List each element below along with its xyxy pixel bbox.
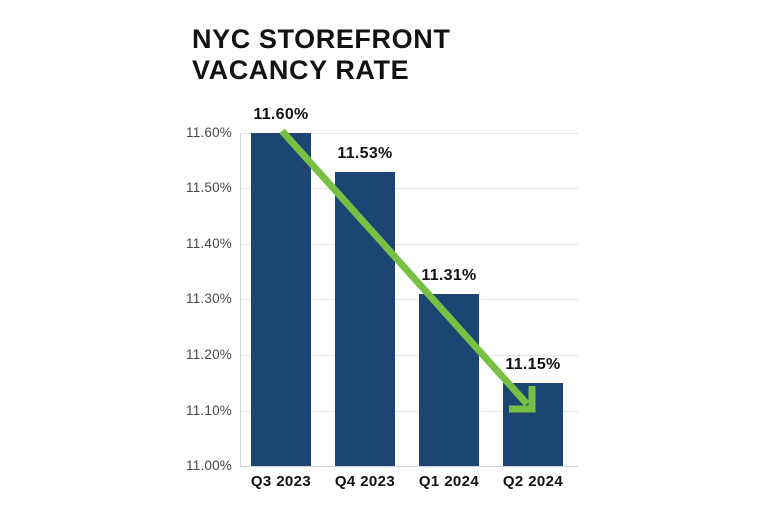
value-label-q4-2023: 11.53% xyxy=(337,145,393,162)
y-axis-tick-label: 11.50% xyxy=(186,180,232,195)
x-axis-label-q4-2023: Q4 2023 xyxy=(334,473,396,490)
y-axis-tick-label: 11.20% xyxy=(186,347,232,362)
value-label-q3-2023: 11.60% xyxy=(253,106,309,123)
chart-title: NYC STOREFRONT VACANCY RATE xyxy=(192,24,450,86)
gridline-11.10% xyxy=(240,411,578,412)
bar-q2-2024 xyxy=(503,383,563,466)
bar-q3-2023 xyxy=(251,133,311,466)
y-axis-line xyxy=(240,133,241,466)
x-axis-label-q2-2024: Q2 2024 xyxy=(502,473,564,490)
gridline-11.00% xyxy=(240,466,578,467)
bar-q1-2024 xyxy=(419,294,479,466)
chart-title-line1: NYC STOREFRONT xyxy=(192,24,451,54)
y-axis-tick-label: 11.40% xyxy=(186,236,232,251)
x-axis-label-q3-2023: Q3 2023 xyxy=(250,473,312,490)
bar-q4-2023 xyxy=(335,172,395,466)
x-axis-label-q1-2024: Q1 2024 xyxy=(418,473,480,490)
value-label-q1-2024: 11.31% xyxy=(421,267,477,284)
y-axis-tick-label: 11.30% xyxy=(186,291,232,306)
chart-title-line2: VACANCY RATE xyxy=(192,55,410,85)
y-axis-tick-label: 11.10% xyxy=(186,403,232,418)
y-axis-tick-label: 11.60% xyxy=(186,125,232,140)
y-axis-tick-label: 11.00% xyxy=(186,458,232,473)
value-label-q2-2024: 11.15% xyxy=(505,356,561,373)
